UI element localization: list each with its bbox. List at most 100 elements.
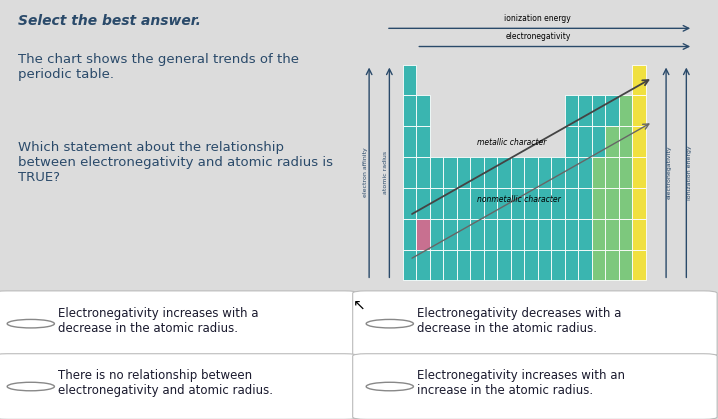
- Bar: [498, 188, 511, 219]
- Bar: [565, 96, 579, 126]
- Bar: [403, 157, 416, 188]
- Text: electronegativity: electronegativity: [667, 146, 672, 199]
- Bar: [579, 126, 592, 157]
- Text: metallic character: metallic character: [477, 138, 546, 147]
- Bar: [444, 188, 457, 219]
- Bar: [605, 157, 619, 188]
- Text: Electronegativity decreases with a
decrease in the atomic radius.: Electronegativity decreases with a decre…: [416, 307, 621, 335]
- Bar: [592, 126, 605, 157]
- Bar: [444, 219, 457, 249]
- Bar: [444, 157, 457, 188]
- Bar: [633, 188, 646, 219]
- Bar: [551, 188, 565, 219]
- Bar: [619, 188, 633, 219]
- FancyBboxPatch shape: [0, 291, 358, 357]
- Bar: [470, 157, 484, 188]
- Text: nonmetallic character: nonmetallic character: [477, 195, 561, 204]
- Bar: [619, 126, 633, 157]
- Bar: [633, 65, 646, 96]
- Circle shape: [366, 319, 414, 328]
- Bar: [619, 249, 633, 280]
- Bar: [430, 249, 444, 280]
- Bar: [457, 157, 470, 188]
- Bar: [470, 188, 484, 219]
- Text: There is no relationship between
electronegativity and atomic radius.: There is no relationship between electro…: [57, 370, 273, 398]
- Bar: [430, 188, 444, 219]
- Bar: [416, 249, 430, 280]
- Bar: [579, 219, 592, 249]
- Bar: [605, 96, 619, 126]
- Bar: [524, 249, 538, 280]
- Bar: [551, 219, 565, 249]
- Bar: [416, 96, 430, 126]
- Bar: [511, 157, 524, 188]
- Text: ↖: ↖: [353, 298, 365, 313]
- Bar: [484, 188, 498, 219]
- Bar: [565, 188, 579, 219]
- Bar: [633, 219, 646, 249]
- Bar: [592, 188, 605, 219]
- Bar: [470, 219, 484, 249]
- Bar: [403, 219, 416, 249]
- Bar: [524, 188, 538, 219]
- Text: atomic radius: atomic radius: [498, 296, 551, 305]
- Bar: [619, 96, 633, 126]
- Text: The chart shows the general trends of the
periodic table.: The chart shows the general trends of th…: [17, 53, 299, 80]
- Bar: [605, 249, 619, 280]
- Bar: [403, 249, 416, 280]
- Bar: [538, 219, 551, 249]
- Bar: [579, 249, 592, 280]
- Bar: [416, 157, 430, 188]
- Bar: [403, 65, 416, 96]
- Bar: [457, 188, 470, 219]
- Bar: [605, 188, 619, 219]
- Text: electronegativity: electronegativity: [505, 32, 571, 41]
- Bar: [498, 249, 511, 280]
- Bar: [416, 126, 430, 157]
- Bar: [484, 157, 498, 188]
- Bar: [457, 219, 470, 249]
- Circle shape: [7, 319, 55, 328]
- Bar: [551, 157, 565, 188]
- Bar: [565, 157, 579, 188]
- Bar: [416, 219, 430, 249]
- Bar: [579, 188, 592, 219]
- Bar: [403, 188, 416, 219]
- Bar: [592, 219, 605, 249]
- Text: electron affinity: electron affinity: [363, 147, 368, 197]
- Bar: [538, 188, 551, 219]
- Bar: [403, 96, 416, 126]
- FancyBboxPatch shape: [353, 354, 717, 419]
- Bar: [484, 219, 498, 249]
- Bar: [457, 249, 470, 280]
- Text: electron affinity: electron affinity: [494, 314, 555, 323]
- Bar: [511, 249, 524, 280]
- Bar: [444, 249, 457, 280]
- Bar: [524, 219, 538, 249]
- Bar: [605, 219, 619, 249]
- Bar: [619, 219, 633, 249]
- Bar: [538, 249, 551, 280]
- Bar: [619, 157, 633, 188]
- Bar: [416, 188, 430, 219]
- Bar: [579, 96, 592, 126]
- Bar: [565, 219, 579, 249]
- Bar: [403, 126, 416, 157]
- Bar: [470, 249, 484, 280]
- Bar: [551, 249, 565, 280]
- Bar: [430, 157, 444, 188]
- Text: atomic radius: atomic radius: [383, 151, 388, 194]
- Circle shape: [366, 382, 414, 391]
- FancyBboxPatch shape: [353, 291, 717, 357]
- Bar: [633, 96, 646, 126]
- FancyBboxPatch shape: [0, 354, 358, 419]
- Bar: [592, 249, 605, 280]
- Text: Select the best answer.: Select the best answer.: [17, 14, 200, 28]
- Bar: [538, 157, 551, 188]
- Bar: [484, 249, 498, 280]
- Bar: [498, 219, 511, 249]
- Bar: [633, 126, 646, 157]
- Text: Electronegativity increases with an
increase in the atomic radius.: Electronegativity increases with an incr…: [416, 370, 625, 398]
- Bar: [565, 126, 579, 157]
- Text: Electronegativity increases with a
decrease in the atomic radius.: Electronegativity increases with a decre…: [57, 307, 258, 335]
